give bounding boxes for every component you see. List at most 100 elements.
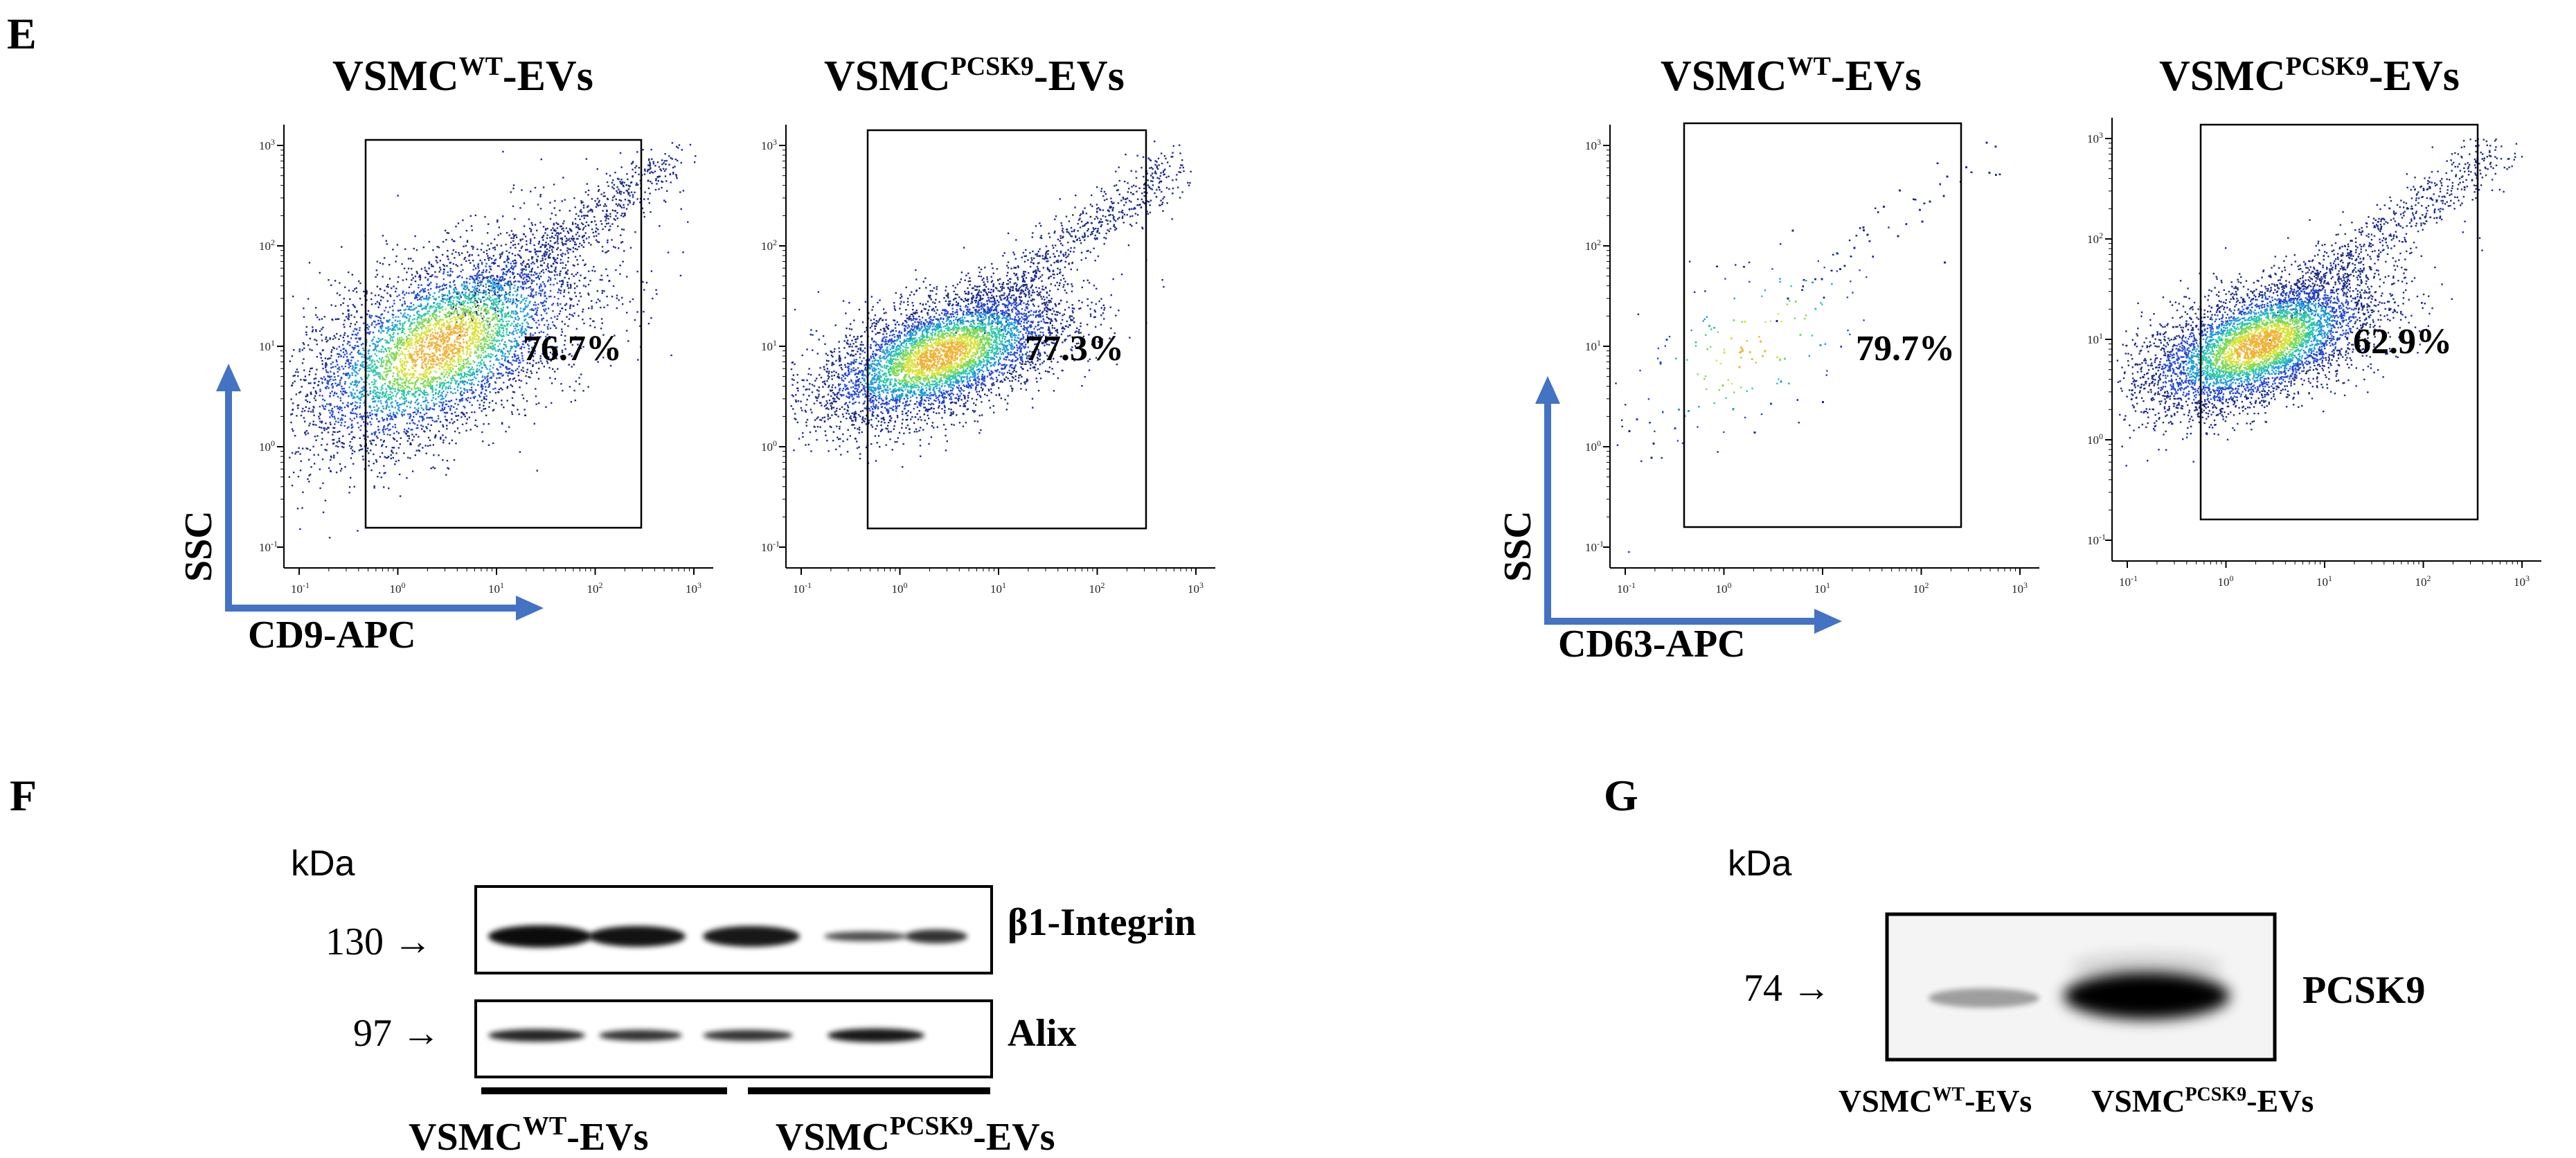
event-dot bbox=[514, 260, 515, 261]
event-dot bbox=[356, 390, 357, 391]
event-dot bbox=[591, 229, 593, 230]
event-dot bbox=[418, 445, 419, 446]
event-dot bbox=[540, 260, 542, 262]
event-dot bbox=[402, 316, 404, 317]
event-dot bbox=[460, 294, 461, 296]
event-dot bbox=[470, 380, 472, 381]
event-dot bbox=[476, 273, 478, 274]
event-dot bbox=[310, 474, 311, 475]
event-dot bbox=[453, 306, 454, 308]
event-dot bbox=[517, 329, 519, 330]
event-dot bbox=[470, 215, 472, 217]
event-dot bbox=[423, 298, 424, 299]
event-dot bbox=[388, 488, 389, 489]
event-dot bbox=[421, 268, 422, 269]
event-dot bbox=[597, 241, 598, 242]
event-dot bbox=[588, 190, 589, 191]
event-dot bbox=[518, 371, 519, 373]
event-dot bbox=[341, 422, 342, 423]
event-dot bbox=[341, 246, 342, 247]
event-dot bbox=[536, 312, 537, 313]
event-dot bbox=[373, 337, 375, 338]
event-dot bbox=[453, 281, 454, 283]
event-dot bbox=[551, 213, 553, 214]
event-dot bbox=[439, 401, 440, 402]
event-dot bbox=[551, 265, 552, 267]
event-dot bbox=[582, 390, 584, 391]
event-dot bbox=[418, 402, 419, 404]
event-dot bbox=[537, 320, 539, 321]
event-dot bbox=[512, 404, 513, 406]
event-dot bbox=[424, 288, 426, 290]
event-dot bbox=[392, 322, 393, 323]
event-dot bbox=[316, 356, 318, 357]
event-dot bbox=[409, 315, 411, 317]
event-dot bbox=[695, 155, 696, 157]
event-dot bbox=[616, 203, 617, 204]
event-dot bbox=[356, 321, 357, 323]
event-dot bbox=[380, 410, 382, 411]
event-dot bbox=[513, 326, 515, 327]
event-dot bbox=[582, 229, 584, 230]
event-dot bbox=[476, 278, 478, 279]
event-dot bbox=[489, 402, 490, 403]
event-dot bbox=[487, 255, 488, 256]
event-dot bbox=[587, 386, 589, 387]
event-dot bbox=[490, 371, 491, 373]
event-dot bbox=[598, 242, 600, 243]
event-dot bbox=[382, 444, 383, 445]
event-dot bbox=[450, 388, 451, 389]
event-dot bbox=[507, 386, 508, 387]
event-dot bbox=[418, 436, 419, 437]
event-dot bbox=[350, 447, 352, 449]
event-dot bbox=[319, 319, 320, 320]
event-dot bbox=[392, 310, 393, 311]
event-dot bbox=[600, 204, 601, 206]
event-dot bbox=[353, 486, 355, 488]
event-dot bbox=[321, 438, 323, 440]
event-dot bbox=[465, 398, 467, 400]
event-dot bbox=[467, 287, 468, 289]
event-dot bbox=[433, 409, 435, 410]
event-dot bbox=[517, 316, 519, 317]
event-dot bbox=[452, 393, 454, 394]
event-dot bbox=[361, 448, 363, 449]
event-dot bbox=[343, 337, 344, 338]
event-dot bbox=[460, 381, 461, 382]
event-dot bbox=[454, 389, 455, 390]
event-dot bbox=[319, 330, 321, 332]
event-dot bbox=[380, 339, 382, 340]
event-dot bbox=[467, 418, 468, 420]
event-dot bbox=[574, 287, 575, 289]
event-dot bbox=[314, 382, 316, 383]
event-dot bbox=[324, 400, 325, 401]
event-dot bbox=[368, 461, 370, 462]
event-dot bbox=[481, 400, 482, 401]
event-dot bbox=[474, 279, 475, 280]
event-dot bbox=[569, 240, 571, 242]
event-dot bbox=[578, 229, 580, 230]
event-dot bbox=[585, 285, 587, 287]
event-dot bbox=[377, 426, 379, 427]
event-dot bbox=[512, 356, 513, 357]
event-dot bbox=[387, 286, 388, 287]
event-dot bbox=[387, 284, 388, 285]
event-dot bbox=[295, 452, 296, 453]
event-dot bbox=[386, 446, 387, 447]
event-dot bbox=[616, 192, 618, 193]
event-dot bbox=[352, 290, 354, 292]
event-dot bbox=[483, 285, 484, 287]
event-dot bbox=[506, 274, 507, 275]
event-dot bbox=[386, 400, 387, 401]
event-dot bbox=[521, 346, 522, 348]
event-dot bbox=[620, 183, 621, 184]
event-dot bbox=[377, 320, 379, 321]
event-dot bbox=[499, 276, 501, 278]
event-dot bbox=[375, 321, 376, 322]
event-dot bbox=[307, 479, 308, 480]
event-dot bbox=[368, 355, 370, 357]
event-dot bbox=[564, 305, 566, 306]
event-dot bbox=[572, 224, 573, 225]
event-dot bbox=[543, 235, 544, 236]
event-dot bbox=[350, 457, 352, 458]
